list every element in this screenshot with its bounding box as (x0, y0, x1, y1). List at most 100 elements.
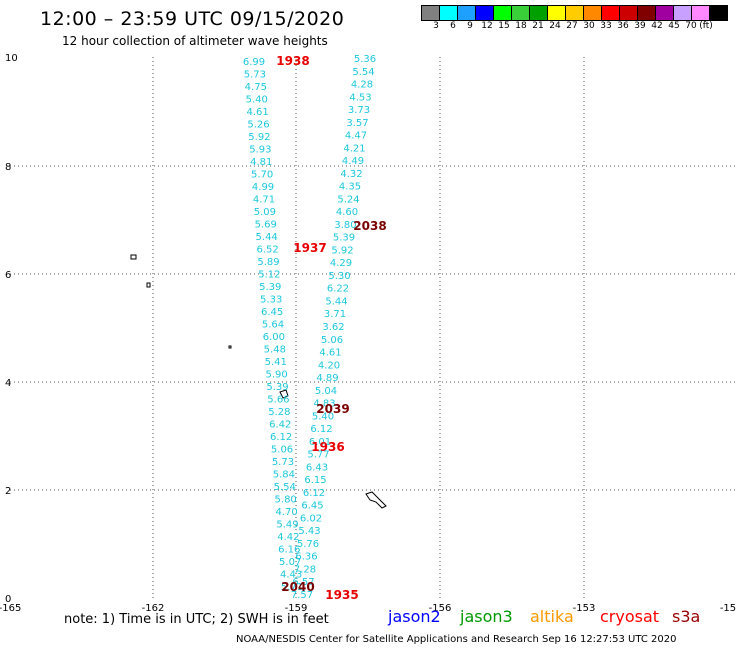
swh-value: 3.62 (322, 322, 344, 333)
swh-value: 5.28 (268, 407, 290, 418)
swh-value: 5.49 (276, 520, 298, 531)
swh-value: 5.71 (281, 582, 303, 593)
wave-height-color-scale (421, 5, 728, 21)
x-tick-label: -153 (573, 603, 596, 614)
swh-value: 6.45 (261, 307, 283, 318)
swh-value: 4.83 (313, 399, 335, 410)
swh-value: 6.12 (270, 432, 292, 443)
swh-value: 5.04 (315, 386, 337, 397)
swh-value: 4.60 (336, 207, 358, 218)
x-tick-label: -156 (429, 603, 452, 614)
legend-cryosat: cryosat (600, 607, 660, 626)
swh-value: 5.24 (337, 194, 359, 205)
swh-value: 4.71 (253, 195, 275, 206)
map-subtitle: 12 hour collection of altimeter wave hei… (62, 34, 328, 48)
swh-value: 5.41 (265, 357, 287, 368)
scale-label: 15 (498, 21, 510, 31)
swh-value: 5.44 (325, 296, 347, 307)
islands (130, 254, 387, 509)
y-tick-label: 6 (5, 270, 11, 281)
credit-line: NOAA/NESDIS Center for Satellite Applica… (236, 634, 677, 645)
swh-value: 4.32 (340, 169, 362, 180)
swh-value: 5.39 (333, 233, 355, 244)
y-tick-label: 0 (5, 594, 11, 605)
scale-label: 18 (515, 21, 527, 31)
time-labels: 1938 1937 1936 1935 2038 2039 2040 (276, 54, 386, 602)
swh-value: 5.73 (272, 457, 294, 468)
scale-label: (ft) (699, 21, 713, 31)
swh-value: 5.92 (331, 245, 353, 256)
swh-value: 6.02 (300, 513, 322, 524)
swh-value: 6.00 (263, 332, 285, 343)
pass-time-label: 2040 (281, 580, 314, 594)
swh-value: 4.49 (342, 156, 364, 167)
scale-label: 24 (549, 21, 561, 31)
swh-value: 5.33 (260, 295, 282, 306)
pass-time-label: 2039 (316, 402, 349, 416)
x-tick-label: -162 (142, 603, 165, 614)
swh-value: 5.70 (251, 170, 273, 181)
swh-value: 7.57 (291, 590, 313, 601)
swh-value: 5.69 (255, 220, 277, 231)
island-islet (228, 345, 232, 349)
swh-value: 4.99 (252, 182, 274, 193)
swh-value: 5.30 (328, 271, 350, 282)
pass-time-label: 1935 (325, 588, 358, 602)
swh-value: 5.43 (298, 526, 320, 537)
map-axes: -165 -162 -159 -156 -153 -15 0 2 4 6 8 10 (0, 53, 736, 614)
swh-value: 5.84 (273, 470, 295, 481)
x-tick-label: -165 (0, 603, 21, 614)
scale-label: 70 (685, 21, 697, 31)
swh-value: 5.80 (275, 495, 297, 506)
swh-value: 6.45 (301, 501, 323, 512)
scale-label: 6 (450, 21, 456, 31)
swh-value: 4.47 (345, 131, 367, 142)
scale-label: 45 (668, 21, 680, 31)
y-tick-label: 10 (5, 53, 18, 64)
swh-value: 7.28 (294, 564, 316, 575)
pass-time-label: 1936 (311, 440, 344, 454)
swh-value: 5.36 (354, 54, 376, 65)
swh-value: 5.40 (246, 95, 268, 106)
scale-label: 9 (467, 21, 473, 31)
swh-value: 4.70 (275, 507, 297, 518)
swh-value: 3.71 (324, 309, 346, 320)
pass-time-label: 1938 (276, 54, 309, 68)
x-tick-label: -159 (285, 603, 308, 614)
swh-value: 4.81 (250, 157, 272, 168)
swh-track-left: 6.995.734.755.404.615.265.925.934.815.70… (243, 57, 303, 593)
swh-value: 5.48 (264, 345, 286, 356)
map-grid (10, 57, 735, 598)
scale-label: 36 (617, 21, 629, 31)
swh-value: 6.99 (243, 57, 265, 68)
pass-time-label: 1937 (293, 241, 326, 255)
swh-value: 5.39 (259, 282, 281, 293)
swh-value: 5.93 (249, 145, 271, 156)
swh-value: 4.43 (280, 570, 302, 581)
y-tick-label: 2 (5, 486, 11, 497)
swh-value: 5.77 (307, 450, 329, 461)
swh-value: 5.40 (312, 411, 334, 422)
swh-value: 5.90 (265, 370, 287, 381)
scale-label: 3 (433, 21, 439, 31)
map-title: 12:00 – 23:59 UTC 09/15/2020 (40, 8, 345, 30)
swh-value: 4.42 (277, 532, 299, 543)
legend-jason2: jason2 (388, 607, 441, 626)
pass-time-label: 2038 (353, 219, 386, 233)
swh-value: 5.54 (352, 67, 374, 78)
swh-value: 4.89 (316, 373, 338, 384)
swh-value: 4.28 (351, 80, 373, 91)
swh-value: 6.16 (278, 545, 300, 556)
units-note: note: 1) Time is in UTC; 2) SWH is in fe… (64, 612, 329, 627)
swh-value: 5.64 (262, 320, 284, 331)
swh-value: 5.09 (254, 207, 276, 218)
color-scale-labels: 3 6 9 12 15 18 21 24 27 30 33 36 39 42 45 70 (ft) (422, 21, 740, 35)
swh-value: 3.73 (348, 105, 370, 116)
swh-value: 4.61 (246, 107, 268, 118)
swh-value: 6.15 (304, 475, 326, 486)
swh-value: 5.06 (271, 445, 293, 456)
swh-value: 6.42 (269, 420, 291, 431)
swh-value: 6.57 (292, 577, 314, 588)
swh-value: 4.53 (349, 92, 371, 103)
swh-value: 5.39 (266, 382, 288, 393)
